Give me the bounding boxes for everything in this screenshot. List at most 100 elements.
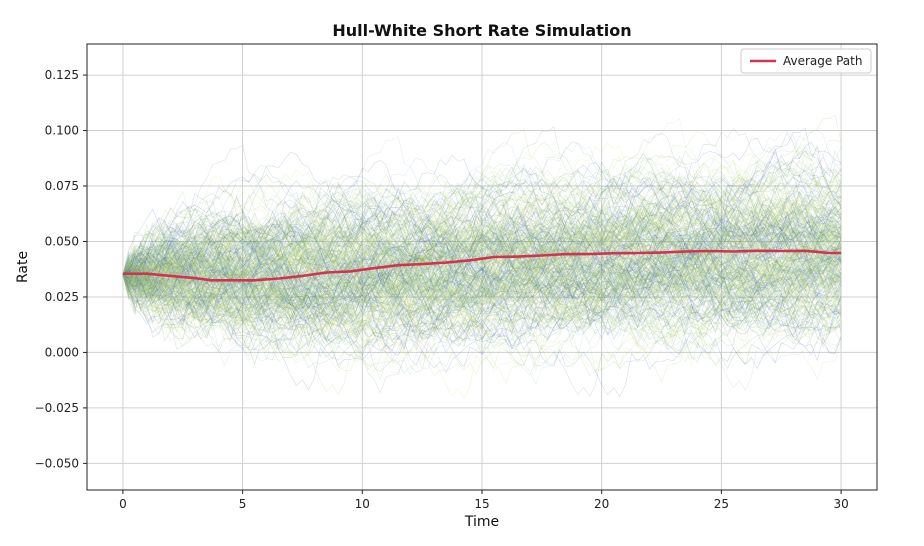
simulated-path (122, 175, 842, 315)
simulated-path (122, 189, 842, 326)
simulated-path (122, 161, 842, 311)
simulated-path (122, 261, 842, 336)
simulated-path (122, 189, 842, 355)
simulated-path (122, 164, 842, 294)
simulated-path (122, 194, 842, 306)
simulated-path (122, 196, 842, 315)
simulated-path (122, 159, 842, 307)
simulated-path (122, 228, 842, 333)
simulated-path (122, 187, 842, 321)
simulated-path (122, 164, 842, 295)
simulated-path (122, 169, 842, 319)
simulated-path (122, 184, 842, 354)
legend-label-average-path: Average Path (783, 54, 862, 68)
simulated-path (122, 210, 842, 342)
simulated-path (122, 235, 842, 367)
simulated-path (122, 238, 842, 335)
simulated-path (122, 248, 842, 354)
chart-title: Hull-White Short Rate Simulation (332, 21, 631, 40)
simulated-path (122, 193, 842, 363)
simulated-path (122, 223, 842, 332)
series-layer (122, 249, 842, 282)
simulated-path (122, 197, 842, 324)
simulated-path (122, 186, 842, 333)
simulated-path (122, 164, 842, 325)
grid-layer (87, 44, 877, 490)
simulated-path (122, 237, 842, 316)
simulated-path (122, 222, 842, 295)
simulated-path (122, 222, 842, 338)
simulated-path (122, 205, 842, 291)
simulated-path (122, 211, 842, 335)
simulated-path (122, 139, 842, 294)
simulated-path (122, 142, 842, 300)
simulated-path (122, 195, 842, 307)
simulated-path (122, 238, 842, 353)
simulated-path (122, 223, 842, 321)
simulated-path (122, 219, 842, 350)
simulated-path (122, 151, 842, 287)
x-tick-label: 10 (355, 497, 370, 511)
simulated-path (122, 126, 842, 312)
y-tick-label: 0.125 (45, 68, 79, 82)
x-axis-label: Time (464, 514, 499, 530)
simulated-path (122, 176, 842, 291)
simulated-path (122, 190, 842, 330)
simulated-path (122, 187, 842, 334)
simulated-path (122, 176, 842, 287)
simulated-path (122, 232, 842, 383)
simulated-path (122, 166, 842, 304)
simulated-path (122, 155, 842, 309)
simulated-path (122, 248, 842, 337)
simulated-path (122, 184, 842, 327)
simulated-path (122, 114, 842, 320)
simulated-path (122, 231, 842, 339)
simulated-path (122, 187, 842, 356)
simulated-path (122, 210, 842, 365)
simulated-path (122, 129, 842, 307)
y-tick-label: 0.000 (45, 345, 79, 359)
simulated-path (122, 174, 842, 350)
simulated-path (122, 233, 842, 355)
simulated-path (122, 242, 842, 360)
y-tick-label: −0.050 (35, 456, 79, 470)
simulated-path (122, 197, 842, 304)
simulated-path (122, 189, 842, 318)
simulated-path (122, 217, 842, 385)
simulated-path (122, 211, 842, 337)
simulated-path (122, 214, 842, 331)
simulated-path (122, 200, 842, 341)
simulated-path (122, 229, 842, 348)
simulated-path (122, 199, 842, 349)
simulated-path (122, 218, 842, 340)
simulated-path (122, 243, 842, 340)
simulated-path (122, 232, 842, 325)
simulated-path (122, 160, 842, 303)
simulated-path (122, 192, 842, 309)
simulated-path (122, 177, 842, 299)
simulated-path (122, 219, 842, 330)
simulated-path (122, 173, 842, 282)
simulated-path (122, 154, 842, 275)
simulated-path (122, 192, 842, 290)
simulated-path (122, 217, 842, 306)
simulated-path (122, 216, 842, 339)
simulated-path (122, 254, 842, 356)
simulated-path (122, 128, 842, 276)
simulated-path (122, 218, 842, 296)
simulated-path (122, 190, 842, 339)
simulated-path (122, 185, 842, 348)
simulated-path (122, 171, 842, 309)
simulated-path (122, 224, 842, 331)
simulated-path (122, 215, 842, 300)
simulated-path (122, 214, 842, 339)
x-tick-label: 25 (714, 497, 729, 511)
simulated-path (122, 226, 842, 368)
simulated-path (122, 256, 842, 374)
simulated-path (122, 157, 842, 340)
y-tick-label: 0.075 (45, 179, 79, 193)
simulated-path (122, 240, 842, 359)
simulated-path (122, 242, 842, 332)
simulated-path (122, 216, 842, 391)
simulated-path (122, 256, 842, 372)
